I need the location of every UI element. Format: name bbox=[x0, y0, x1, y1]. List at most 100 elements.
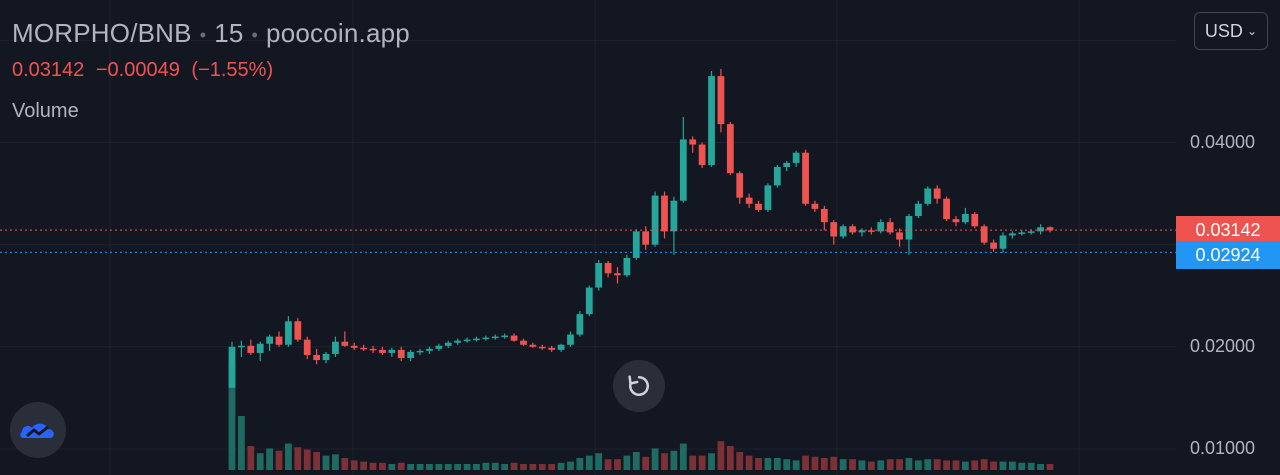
candle-body bbox=[426, 348, 433, 351]
tradingview-logo[interactable] bbox=[10, 402, 66, 458]
volume-bar bbox=[416, 464, 424, 470]
volume-bar bbox=[745, 455, 753, 470]
volume-bar bbox=[914, 460, 922, 470]
candle-body bbox=[567, 334, 574, 345]
volume-bar bbox=[961, 461, 969, 470]
candle-body bbox=[792, 152, 800, 163]
candle-body bbox=[529, 344, 537, 347]
volume-bar bbox=[1009, 461, 1016, 470]
volume-bar bbox=[1027, 462, 1035, 470]
candle-body bbox=[661, 195, 668, 232]
volume-bar bbox=[604, 459, 612, 470]
volume-bar bbox=[322, 455, 330, 470]
candle-body bbox=[933, 188, 941, 199]
volume-bar bbox=[360, 461, 368, 470]
candle-body bbox=[407, 351, 415, 359]
volume-bar bbox=[933, 459, 941, 470]
volume-bar bbox=[1018, 462, 1026, 470]
candle-body bbox=[256, 343, 264, 353]
candle-body bbox=[679, 139, 687, 201]
y-tick-label: 0.02000 bbox=[1190, 335, 1256, 356]
candle-body bbox=[482, 337, 490, 340]
volume-bar bbox=[303, 449, 311, 470]
interval-label[interactable]: 15 bbox=[214, 18, 244, 48]
symbol-label[interactable]: MORPHO/BNB bbox=[12, 18, 192, 48]
candle-body bbox=[322, 353, 330, 361]
volume-bar bbox=[858, 460, 866, 470]
volume-bar bbox=[275, 450, 283, 470]
candle-body bbox=[1037, 227, 1044, 232]
candle-body bbox=[435, 345, 443, 349]
legend-title-row: MORPHO/BNB • 15 • poocoin.app bbox=[12, 18, 410, 49]
volume-bar bbox=[576, 458, 584, 470]
volume-bar bbox=[285, 443, 292, 470]
volume-bar bbox=[614, 459, 621, 470]
volume-bar bbox=[670, 450, 678, 470]
volume-bar bbox=[454, 464, 462, 470]
volume-bar bbox=[520, 464, 527, 470]
candle-body bbox=[341, 341, 349, 346]
candle-body bbox=[802, 152, 809, 204]
volume-bar bbox=[548, 464, 556, 470]
volume-bar bbox=[623, 455, 631, 470]
volume-bar bbox=[350, 460, 358, 470]
candle-body bbox=[999, 235, 1007, 249]
candle-body bbox=[858, 230, 866, 233]
currency-selector[interactable]: USD ⌄ bbox=[1193, 12, 1268, 50]
legend-price-row: 0.03142 −0.00049 (−1.55%) bbox=[12, 59, 410, 82]
reset-chart-button[interactable] bbox=[613, 360, 665, 412]
candle-body bbox=[623, 257, 631, 276]
candle-body bbox=[294, 321, 302, 340]
candle-body bbox=[830, 222, 838, 237]
candle-body bbox=[990, 242, 997, 249]
candle-body bbox=[764, 185, 772, 210]
candle-body bbox=[510, 335, 518, 341]
candle-body bbox=[952, 219, 960, 223]
candle-body bbox=[538, 346, 546, 349]
currency-label: USD bbox=[1204, 21, 1243, 41]
last-price-value: 0.03142 bbox=[12, 59, 85, 81]
candle-body bbox=[313, 354, 321, 361]
candle-body bbox=[266, 336, 273, 344]
candle-body bbox=[548, 347, 556, 350]
candle-body bbox=[924, 188, 932, 204]
volume-bars bbox=[228, 362, 1054, 470]
volume-bar bbox=[407, 464, 415, 470]
chart-legend: MORPHO/BNB • 15 • poocoin.app 0.03142 −0.000… bbox=[12, 18, 410, 123]
volume-bar bbox=[1037, 464, 1044, 470]
volume-bar bbox=[595, 453, 603, 470]
volume-bar bbox=[886, 459, 894, 470]
volume-legend-label[interactable]: Volume bbox=[12, 100, 79, 122]
candle-body bbox=[849, 226, 856, 233]
candle-body bbox=[247, 345, 255, 353]
last-price-tag: 0.03142 bbox=[1176, 216, 1280, 245]
volume-bar bbox=[529, 464, 537, 470]
candle-body bbox=[1027, 231, 1035, 233]
volume-bar bbox=[726, 446, 734, 470]
volume-bar bbox=[379, 462, 386, 470]
price-change-value: −0.00049 bbox=[95, 59, 180, 81]
candle-body bbox=[1018, 232, 1026, 234]
candle-body bbox=[501, 335, 509, 338]
volume-bar bbox=[228, 362, 236, 470]
volume-bar bbox=[943, 460, 950, 470]
candle-body bbox=[651, 195, 659, 245]
volume-bar bbox=[332, 454, 339, 470]
candle-body bbox=[285, 321, 292, 345]
price-change-percent: (−1.55%) bbox=[191, 59, 274, 81]
volume-bar bbox=[849, 459, 856, 470]
volume-bar bbox=[839, 459, 847, 470]
candle-body bbox=[614, 273, 621, 276]
volume-bar bbox=[811, 456, 819, 470]
candles bbox=[228, 68, 1054, 388]
source-label: poocoin.app bbox=[266, 18, 410, 48]
candle-body bbox=[670, 200, 678, 232]
candle-body bbox=[1046, 227, 1054, 231]
grid-lines bbox=[0, 0, 1176, 475]
candle-body bbox=[585, 287, 593, 315]
candle-body bbox=[773, 167, 781, 186]
candle-body bbox=[632, 231, 640, 258]
candle-body bbox=[820, 208, 828, 223]
candle-body bbox=[726, 124, 734, 174]
